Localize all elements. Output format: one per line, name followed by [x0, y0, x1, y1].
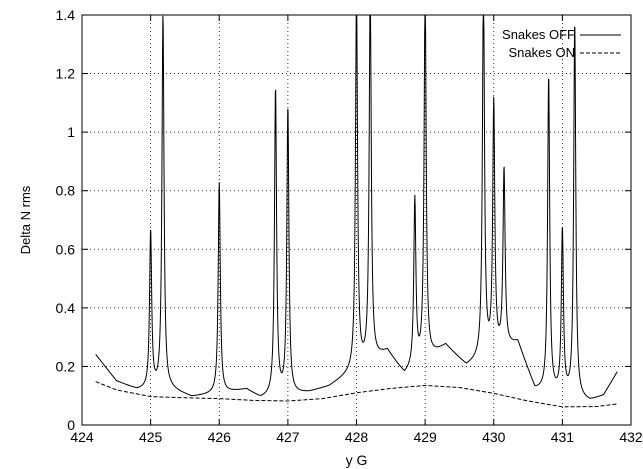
x-tick-label: 426 [208, 429, 232, 445]
x-tick-label: 431 [551, 429, 575, 445]
x-tick-label: 429 [413, 429, 437, 445]
plot-frame [81, 14, 632, 426]
series-layer [95, 14, 618, 408]
y-tick-label: 0.2 [56, 358, 76, 374]
series-line-snakes-off [95, 14, 618, 399]
tick-labels: 424 425 426 427 428 429 430 431 432 0 0.2 0.4 0.6 0.8… [56, 7, 643, 445]
legend: Snakes OFF Snakes ON [502, 27, 621, 60]
y-tick-label: 0.8 [56, 183, 76, 199]
grid-lines [82, 15, 631, 425]
y-tick-label: 1.2 [56, 66, 76, 82]
y-axis-label: Delta N rms [18, 185, 33, 254]
y-tick-label: 1 [67, 124, 75, 140]
x-tick-label: 428 [345, 429, 369, 445]
y-tick-label: 1.4 [56, 7, 76, 23]
x-tick-label: 432 [619, 429, 643, 445]
y-tick-label: 0.6 [56, 241, 76, 257]
x-axis-label: y G [346, 452, 368, 468]
x-tick-label: 427 [276, 429, 300, 445]
y-tick-label: 0 [67, 417, 75, 433]
x-tick-label: 425 [139, 429, 163, 445]
series-line-snakes-on [95, 381, 618, 408]
x-tick-label: 430 [482, 429, 506, 445]
y-tick-label: 0.4 [56, 300, 76, 316]
x-tick-label: 424 [70, 429, 94, 445]
legend-label-snakes-off: Snakes OFF [502, 27, 575, 42]
legend-label-snakes-on: Snakes ON [509, 45, 575, 60]
